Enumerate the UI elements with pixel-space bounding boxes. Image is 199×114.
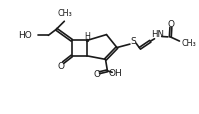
Text: S: S — [130, 36, 136, 45]
Text: CH₃: CH₃ — [182, 38, 196, 47]
Text: OH: OH — [108, 68, 122, 77]
Text: HN: HN — [151, 29, 164, 38]
Text: O: O — [167, 20, 174, 29]
Text: H: H — [84, 31, 90, 40]
Text: HO: HO — [19, 31, 32, 40]
Text: O: O — [57, 61, 64, 70]
Text: CH₃: CH₃ — [57, 9, 72, 18]
Text: O: O — [93, 69, 100, 78]
